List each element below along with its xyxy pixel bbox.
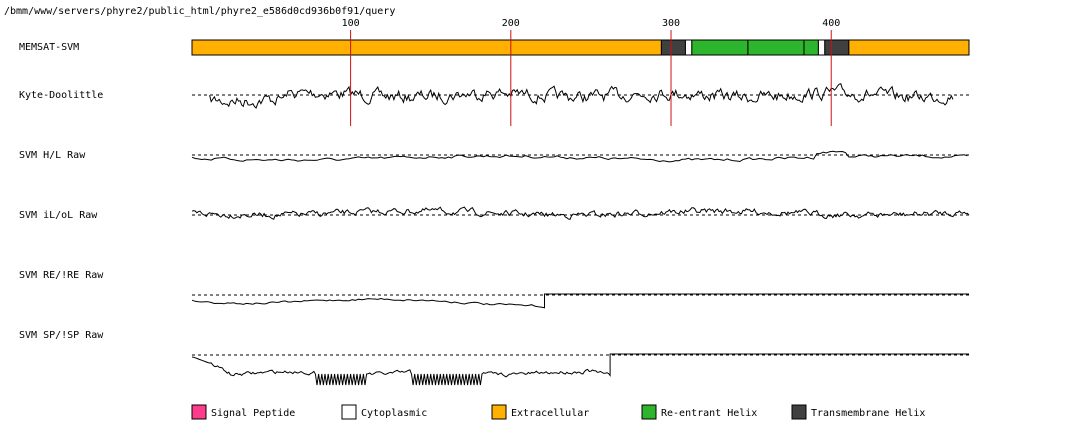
legend-label-cytoplasmic: Cytoplasmic bbox=[361, 408, 427, 419]
topology-segment-transmembrane-1 bbox=[660, 39, 686, 56]
topology-segment-extracellular-8 bbox=[848, 39, 970, 56]
track-label-kyte-doolittle: Kyte-Doolittle bbox=[19, 90, 103, 101]
legend-swatch-cytoplasmic bbox=[341, 404, 357, 420]
query-path-label: /bmm/www/servers/phyre2/public_html/phyr… bbox=[4, 6, 395, 17]
legend-label-transmembrane: Transmembrane Helix bbox=[811, 408, 925, 419]
svm-re-trace bbox=[191, 293, 969, 309]
topology-segment-cytoplasmic-6 bbox=[817, 39, 826, 56]
topology-segment-reentrant-4 bbox=[747, 39, 805, 56]
tick-label-300: 300 bbox=[662, 18, 680, 29]
legend-swatch-extracellular bbox=[491, 404, 507, 420]
svm-iloL-trace bbox=[191, 206, 970, 220]
legend-swatch-signal bbox=[191, 404, 207, 420]
svm-hl-trace bbox=[191, 150, 968, 163]
track-labels: MEMSAT-SVM Kyte-Doolittle SVM H/L Raw SVM i… bbox=[19, 42, 104, 341]
track-label-svm-sp-sp-raw: SVM SP/!SP Raw bbox=[19, 330, 104, 341]
legend-swatch-transmembrane bbox=[791, 404, 807, 420]
legend-label-extracellular: Extracellular bbox=[511, 408, 589, 419]
tick-labels: 100 200 300 400 bbox=[342, 18, 841, 29]
memsat-topology-bar bbox=[191, 39, 970, 56]
tick-label-400: 400 bbox=[822, 18, 840, 29]
track-label-svm-il-ol-raw: SVM iL/oL Raw bbox=[19, 210, 98, 221]
topology-segment-reentrant-5 bbox=[803, 39, 819, 56]
tick-label-100: 100 bbox=[342, 18, 360, 29]
topology-segment-reentrant-3 bbox=[691, 39, 749, 56]
track-label-memsat-svm: MEMSAT-SVM bbox=[19, 42, 79, 53]
red-grid-lines bbox=[350, 30, 832, 126]
legend-label-signal: Signal Peptide bbox=[211, 408, 295, 419]
svm-sp-trace bbox=[191, 353, 969, 386]
trace-tracks bbox=[191, 83, 970, 386]
legend-swatch-reentrant bbox=[641, 404, 657, 420]
topology-segment-extracellular-0 bbox=[191, 39, 662, 56]
topology-segment-cytoplasmic-2 bbox=[684, 39, 693, 56]
track-label-svm-re-re-raw: SVM RE/!RE Raw bbox=[19, 270, 104, 281]
legend-label-reentrant: Re-entrant Helix bbox=[661, 408, 757, 419]
track-label-svm-h-l-raw: SVM H/L Raw bbox=[19, 150, 86, 161]
legend: Signal Peptide Cytoplasmic Extracellular Re… bbox=[191, 404, 925, 420]
tick-label-200: 200 bbox=[502, 18, 520, 29]
topology-segment-transmembrane-7 bbox=[824, 39, 850, 56]
kyte-doolittle-trace bbox=[209, 83, 954, 109]
